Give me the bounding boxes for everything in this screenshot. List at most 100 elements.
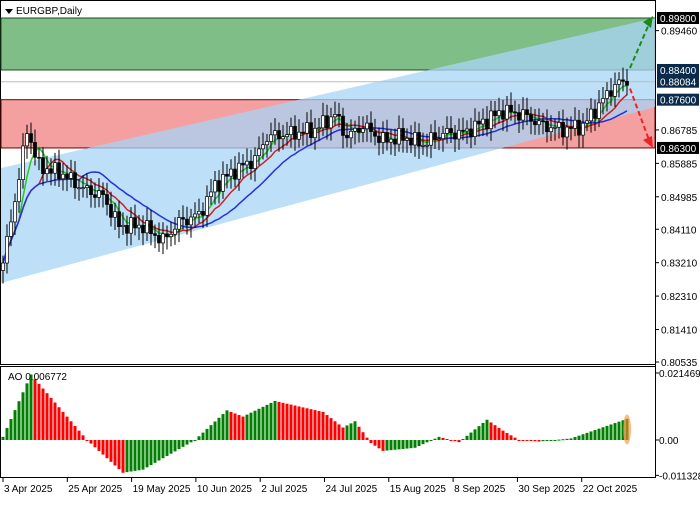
price-marker-label: 0.88084 bbox=[660, 78, 697, 89]
arrowhead-down-icon bbox=[643, 135, 653, 148]
candle bbox=[285, 121, 289, 146]
candle-body bbox=[237, 162, 241, 180]
candle-body bbox=[5, 236, 9, 264]
candle bbox=[173, 217, 177, 245]
candle bbox=[625, 68, 629, 96]
candle bbox=[169, 221, 173, 247]
candle-body bbox=[293, 126, 297, 140]
price-tick-label: 0.86785 bbox=[661, 126, 698, 137]
candle bbox=[37, 147, 41, 171]
candle-body bbox=[241, 162, 245, 166]
ao-bar bbox=[621, 420, 625, 440]
ao-bar bbox=[389, 440, 393, 451]
ao-highlight bbox=[623, 414, 631, 445]
candle bbox=[613, 72, 617, 108]
candle bbox=[561, 109, 565, 146]
price-tick-label: 0.81410 bbox=[661, 326, 698, 337]
ao-bar bbox=[81, 435, 85, 440]
candle-body bbox=[445, 128, 449, 134]
ao-bar bbox=[305, 408, 309, 440]
candle-body bbox=[413, 132, 417, 146]
triangle-down-icon[interactable] bbox=[5, 9, 13, 14]
candle-body bbox=[573, 119, 577, 129]
candle-body bbox=[285, 134, 289, 138]
ao-bar bbox=[89, 440, 93, 444]
candle-body bbox=[61, 173, 65, 180]
candle bbox=[353, 120, 357, 145]
date-tick-label: 8 Sep 2025 bbox=[454, 484, 506, 495]
candle bbox=[233, 156, 237, 188]
candle-body bbox=[513, 111, 517, 114]
candle-body bbox=[313, 127, 317, 139]
candle-body bbox=[533, 120, 537, 126]
ao-bar bbox=[1, 436, 5, 440]
price-tick-label: 0.80535 bbox=[661, 358, 698, 369]
ao-bar bbox=[577, 435, 581, 440]
ao-bar bbox=[517, 440, 521, 441]
candle-body bbox=[465, 128, 469, 132]
candle-body bbox=[477, 120, 481, 125]
candle-body bbox=[261, 144, 265, 150]
candle-body bbox=[273, 130, 277, 136]
candle bbox=[93, 182, 97, 208]
ao-bar bbox=[357, 426, 361, 440]
candle bbox=[217, 170, 221, 204]
ao-bar bbox=[17, 401, 21, 440]
candle-body bbox=[153, 233, 157, 236]
candle bbox=[541, 112, 545, 135]
ao-bar bbox=[421, 440, 425, 445]
candle-body bbox=[341, 115, 345, 136]
candle-body bbox=[489, 110, 493, 129]
symbol-header[interactable]: EURGBP,Daily bbox=[5, 6, 82, 17]
ao-bar bbox=[125, 440, 129, 473]
candle bbox=[357, 116, 361, 143]
candle-body bbox=[337, 114, 341, 117]
ao-bar bbox=[29, 374, 33, 440]
candle bbox=[449, 116, 453, 143]
candle-body bbox=[217, 180, 221, 192]
candle-body bbox=[461, 129, 465, 132]
ao-bar bbox=[537, 440, 541, 442]
candle-body bbox=[205, 196, 209, 216]
candle bbox=[397, 115, 401, 152]
candle bbox=[41, 147, 45, 186]
ao-bar bbox=[141, 440, 145, 470]
candle-body bbox=[505, 104, 509, 120]
ao-panel[interactable] bbox=[0, 366, 656, 478]
candle bbox=[465, 120, 469, 144]
candle bbox=[513, 100, 517, 124]
candle bbox=[177, 209, 181, 243]
ao-tick-label: 0.00 bbox=[659, 436, 679, 447]
date-tick-label: 19 May 2025 bbox=[133, 484, 191, 495]
ao-bar bbox=[325, 415, 329, 440]
candle-body bbox=[493, 110, 497, 117]
candle bbox=[401, 118, 405, 153]
ao-bar bbox=[165, 440, 169, 456]
candle bbox=[253, 147, 257, 182]
candle bbox=[185, 206, 189, 235]
candle-body bbox=[193, 213, 197, 218]
candle-body bbox=[113, 211, 117, 218]
candle-body bbox=[617, 79, 621, 85]
price-panel[interactable] bbox=[0, 0, 656, 365]
candle bbox=[101, 182, 105, 208]
candle bbox=[305, 112, 309, 146]
candle-body bbox=[405, 137, 409, 141]
ao-bar bbox=[133, 440, 137, 471]
ao-bar bbox=[117, 440, 121, 470]
candle bbox=[205, 185, 209, 227]
candle-body bbox=[609, 90, 613, 97]
candle bbox=[9, 209, 13, 247]
ao-bar bbox=[209, 425, 213, 440]
candle bbox=[281, 124, 285, 150]
candle-body bbox=[213, 180, 217, 193]
ao-bar bbox=[553, 440, 557, 441]
candle bbox=[477, 111, 481, 137]
price-tick-label: 0.85885 bbox=[661, 159, 698, 170]
candle-body bbox=[301, 131, 305, 134]
ao-bar bbox=[49, 397, 53, 440]
ao-bar bbox=[333, 421, 337, 440]
ao-tick-label: -0.011328 bbox=[659, 471, 700, 482]
ao-bar bbox=[297, 406, 301, 440]
ao-bar bbox=[105, 440, 109, 459]
